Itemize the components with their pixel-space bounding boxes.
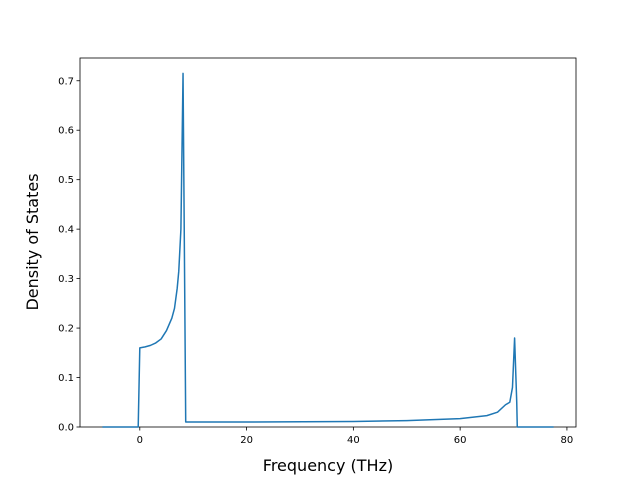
y-tick-label: 0.6 (58, 126, 74, 137)
x-tick-label: 60 (454, 435, 467, 446)
y-tick-label: 0.7 (58, 76, 74, 87)
x-tick-label: 40 (347, 435, 360, 446)
y-tick-label: 0.3 (58, 274, 74, 285)
x-tick-label: 20 (240, 435, 253, 446)
y-tick-label: 0.5 (58, 175, 74, 186)
x-tick-label: 80 (561, 435, 574, 446)
plot-frame (79, 57, 577, 428)
y-tick-label: 0.1 (58, 373, 74, 384)
y-tick-label: 0.0 (58, 423, 74, 434)
y-axis-label: Density of States (23, 173, 42, 310)
y-tick-label: 0.2 (58, 324, 74, 335)
y-tick-label: 0.4 (58, 225, 74, 236)
x-tick-label: 0 (137, 435, 143, 446)
dos-line (102, 72, 554, 428)
x-axis-label: Frequency (THz) (263, 456, 393, 475)
